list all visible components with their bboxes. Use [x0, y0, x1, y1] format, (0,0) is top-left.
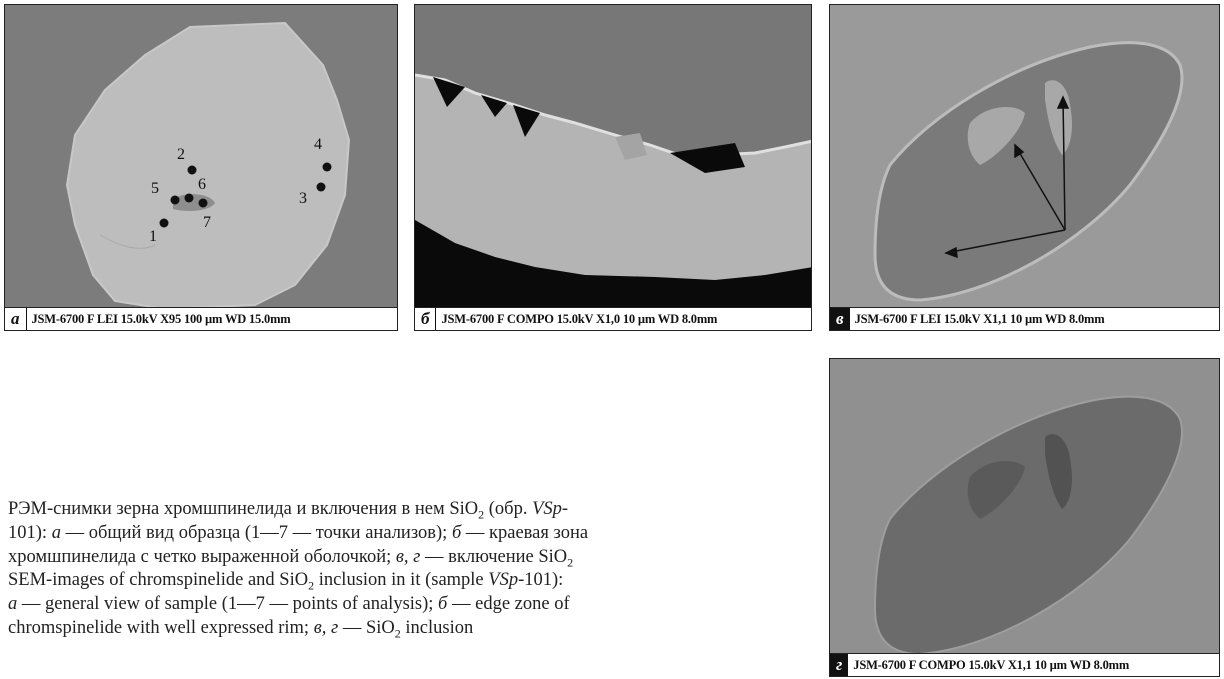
sem-image-panel-b: б JSM-6700 F COMPO 15.0kV X1,0 10 µm WD … [414, 4, 812, 331]
panel-d-label-bar: г JSM-6700 F COMPO 15.0kV X1,1 10 µm WD … [830, 653, 1219, 676]
point-label-1: 1 [149, 228, 157, 245]
caption-en-text: — edge zone of [447, 594, 570, 614]
void-3 [513, 105, 540, 137]
panel-b-meta: JSM-6700 F COMPO 15.0kV X1,0 10 µm WD 8.… [441, 311, 718, 326]
panel-b-letter: б [415, 308, 437, 330]
caption-en-text: SEM-images of chromspinelide and SiO [8, 570, 309, 590]
panel-d-letter: г [830, 654, 849, 676]
caption-ru-line-1: РЭМ-снимки зерна хромшпинелида и включен… [8, 497, 808, 521]
caption-ru-text: 101): [8, 523, 52, 543]
subscript-2: 2 [478, 507, 485, 522]
caption-ru-text: — общий вид образца (1—7 — точки анализо… [60, 523, 452, 543]
epoxy-lower [415, 220, 811, 310]
panel-letter-ref: а [51, 523, 61, 543]
caption-en-text: chromspinelide with well expressed rim; [8, 618, 314, 638]
point-label-4: 4 [314, 136, 322, 153]
arrowhead-3 [944, 246, 958, 259]
caption-ru-text: хромшпинелида с четко выраженной оболочк… [8, 547, 396, 567]
arrowhead-2 [1056, 95, 1070, 109]
grain-outline [65, 21, 351, 311]
arrow-small-inclusion [945, 229, 1066, 254]
panel-letter-ref: в, г [395, 547, 421, 567]
sample-id-italic: VSp [488, 570, 519, 590]
chromspinelide-grain [873, 41, 1184, 302]
caption-ru-line-2: 101): а — общий вид образца (1—7 — точки… [8, 521, 808, 545]
subscript-2: 2 [308, 578, 315, 593]
subscript-2: 2 [394, 626, 401, 641]
caption-ru-text: (обр. [484, 499, 533, 519]
point-label-6: 6 [198, 176, 206, 193]
arrow-right-inclusion [1062, 96, 1066, 231]
panel-a-meta: JSM-6700 F LEI 15.0kV X95 100 µm WD 15.0… [31, 311, 291, 326]
panel-letter-ref: а [8, 594, 18, 614]
inclusion-image-d [873, 395, 1183, 656]
point-label-7: 7 [203, 214, 211, 231]
inclusion-image-c [873, 41, 1184, 302]
bright-rim [415, 73, 811, 159]
sem-image-panel-c: в JSM-6700 F LEI 15.0kV X1,1 10 µm WD 8.… [829, 4, 1220, 331]
caption-en-line-2: а — general view of sample (1—7 — points… [8, 592, 808, 616]
analysis-point-2 [187, 165, 197, 175]
sio2-inclusion-right [1045, 434, 1073, 509]
sio2-inclusion-right [1045, 80, 1073, 155]
edge-zone-image-b [415, 5, 811, 330]
arrow-left-inclusion [1014, 144, 1066, 231]
caption-en-text: inclusion [400, 618, 474, 638]
caption-en-text: inclusion in it (sample [314, 570, 489, 590]
subscript-2: 2 [567, 555, 574, 570]
chromspinelide-grain [873, 395, 1183, 656]
panel-c-letter: в [830, 308, 850, 330]
caption-ru-text: — включение SiO [420, 547, 568, 567]
analysis-point-3 [316, 182, 326, 192]
panel-letter-ref: б [438, 594, 448, 614]
sample-id-italic: VSp [532, 499, 562, 519]
annotation-arrows [944, 95, 1070, 259]
panel-letter-ref: в, г [313, 618, 339, 638]
rim-patch [615, 133, 647, 160]
caption-en-text: — general view of sample (1—7 — points o… [17, 594, 439, 614]
caption-ru-text: — краевая зона [461, 523, 589, 543]
caption-en-line-1: SEM-images of chromspinelide and SiO2 in… [8, 568, 808, 592]
panel-b-label-bar: б JSM-6700 F COMPO 15.0kV X1,0 10 µm WD … [415, 307, 811, 330]
panel-d-meta: JSM-6700 F COMPO 15.0kV X1,1 10 µm WD 8.… [853, 657, 1130, 672]
void-2 [481, 95, 507, 117]
analysis-point-6 [184, 193, 194, 203]
void-1 [433, 77, 465, 107]
caption-en-text: -101): [518, 570, 564, 590]
arrowhead-1 [1014, 143, 1025, 159]
caption-en-line-3: chromspinelide with well expressed rim; … [8, 616, 808, 640]
caption-en-text: — SiO [338, 618, 395, 638]
caption-ru-text: - [561, 499, 569, 519]
surface-crack [99, 234, 156, 249]
sem-image-panel-d: г JSM-6700 F COMPO 15.0kV X1,1 10 µm WD … [829, 358, 1220, 677]
figure-caption-english: SEM-images of chromspinelide and SiO2 in… [8, 568, 808, 640]
panel-a-letter: а [5, 308, 27, 330]
analysis-point-7 [198, 198, 208, 208]
panel-a-label-bar: а JSM-6700 F LEI 15.0kV X95 100 µm WD 15… [5, 307, 397, 330]
analysis-point-1 [159, 218, 169, 228]
void-4 [670, 143, 745, 173]
sio2-inclusion-left [967, 107, 1025, 165]
point-label-3: 3 [299, 190, 307, 207]
analysis-point-4 [322, 162, 332, 172]
figure-caption-russian: РЭМ-снимки зерна хромшпинелида и включен… [8, 497, 808, 569]
analysis-point-5 [170, 195, 180, 205]
panel-c-meta: JSM-6700 F LEI 15.0kV X1,1 10 µm WD 8.0m… [854, 311, 1105, 326]
grain-image-a: 1 2 3 4 5 6 7 [65, 21, 351, 311]
point-label-2: 2 [177, 146, 185, 163]
panel-c-label-bar: в JSM-6700 F LEI 15.0kV X1,1 10 µm WD 8.… [830, 307, 1219, 330]
panel-letter-ref: б [451, 523, 462, 543]
sio2-inclusion-left [967, 461, 1025, 519]
sem-image-panel-a: 1 2 3 4 5 6 7 а JSM-6700 F LEI 15.0kV X9… [4, 4, 398, 331]
caption-ru-line-3: хромшпинелида с четко выраженной оболочк… [8, 545, 808, 569]
point-label-5: 5 [151, 180, 159, 197]
caption-ru-text: РЭМ-снимки зерна хромшпинелида и включен… [8, 499, 479, 519]
